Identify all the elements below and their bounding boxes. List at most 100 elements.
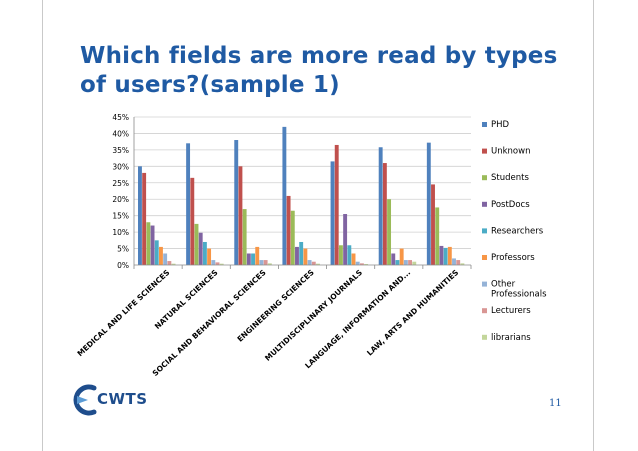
legend-label: Unknown: [491, 147, 530, 157]
bar: [255, 246, 260, 265]
bar: [452, 258, 456, 265]
cwts-logo-icon: [73, 384, 97, 416]
y-tick-label: 45%: [112, 113, 129, 122]
chart-bars: [138, 126, 465, 265]
bar: [330, 161, 335, 265]
x-tick-label: ENGINEERING SCIENCES: [235, 268, 315, 344]
bar: [378, 147, 383, 265]
bar: [219, 263, 224, 265]
bar: [382, 163, 387, 265]
bar: [146, 222, 151, 265]
slide-title: Which fields are more read by types of u…: [80, 43, 558, 98]
bar: [154, 240, 159, 265]
bar: [408, 260, 413, 265]
x-tick-label: MEDICAL AND LIFE SCIENCES: [76, 268, 172, 358]
bar: [186, 143, 191, 265]
legend-swatch: [482, 334, 487, 340]
y-tick-label: 5%: [117, 245, 129, 254]
bar: [142, 172, 147, 265]
legend-label: Other Professionals: [491, 280, 547, 300]
bar: [395, 260, 400, 265]
y-tick-label: 35%: [112, 146, 129, 155]
legend-swatch: [482, 281, 487, 287]
bar: [359, 263, 364, 265]
bar: [299, 241, 304, 265]
bar: [403, 260, 408, 265]
legend-label: Professors: [491, 253, 535, 263]
x-tick-label: MULTIDISCIPLINARY JOURNALS: [263, 268, 364, 363]
bar: [202, 241, 207, 265]
bar: [447, 246, 452, 265]
bar: [263, 260, 268, 265]
legend-label: librarians: [491, 333, 531, 343]
y-tick-label: 20%: [112, 195, 129, 204]
bar: [412, 261, 417, 265]
y-tick-label: 10%: [112, 228, 129, 237]
chart-axes: [133, 117, 472, 269]
y-tick-label: 40%: [112, 129, 129, 138]
bar: [282, 126, 287, 265]
bar: [307, 260, 312, 265]
bar: [286, 195, 291, 265]
slide-frame-left: [42, 0, 43, 451]
legend-swatch: [482, 255, 487, 260]
x-tick-label: LAW, ARTS AND HUMANITIES: [365, 268, 460, 358]
bar: [435, 207, 440, 265]
legend-swatch: [482, 148, 487, 154]
legend-label: Researchers: [491, 226, 544, 236]
legend-label: Lecturers: [491, 306, 531, 316]
bar: [443, 247, 448, 265]
y-tick-label: 15%: [112, 212, 129, 221]
bar: [387, 199, 392, 265]
bar: [234, 140, 239, 265]
bar: [338, 245, 343, 265]
bar: [207, 248, 212, 265]
bar: [343, 214, 348, 265]
bar: [399, 248, 404, 265]
page-number: 11: [549, 398, 562, 409]
chart-legend: PHD Unknown Students PostDocs Researchers Pro…: [482, 120, 547, 343]
bar: [364, 264, 369, 265]
bar: [460, 263, 465, 265]
bar: [251, 253, 255, 265]
bar: [246, 253, 251, 265]
bar: [238, 166, 243, 265]
bar: [267, 263, 272, 265]
legend-swatch: [482, 228, 487, 234]
bar: [190, 177, 195, 265]
chart-gridlines: [134, 116, 471, 249]
bar: [456, 260, 461, 265]
bar: [198, 232, 203, 265]
legend-swatch: [482, 175, 487, 181]
bar: [295, 246, 299, 265]
bar: [171, 263, 176, 265]
bar: [439, 245, 444, 265]
slide-frame-right: [593, 0, 594, 451]
bar: [303, 248, 308, 265]
bar: [426, 142, 431, 265]
bar: [316, 263, 320, 265]
x-tick-label: LANGUAGE, INFORMATION AND...: [303, 268, 412, 370]
bar: [150, 225, 155, 265]
y-tick-label: 30%: [112, 162, 129, 171]
cwts-logo-text: CWTS: [97, 390, 148, 408]
legend-swatch: [482, 122, 487, 127]
bar: [194, 223, 199, 265]
bar: [163, 253, 168, 265]
bar: [334, 144, 339, 265]
bar: [355, 261, 360, 265]
y-tick-label: 0%: [117, 261, 129, 270]
bar: [347, 245, 352, 265]
y-tick-label: 25%: [112, 179, 129, 188]
legend-label: Students: [491, 173, 529, 183]
y-axis-tick-labels: 0% 5% 10% 15% 20% 25% 30% 35% 40% 45%: [112, 113, 129, 270]
bar: [259, 260, 264, 265]
bar: [138, 166, 142, 265]
bar: [391, 253, 396, 265]
legend-label: PHD: [491, 120, 510, 130]
bar: [311, 261, 316, 265]
bar: [290, 210, 295, 265]
